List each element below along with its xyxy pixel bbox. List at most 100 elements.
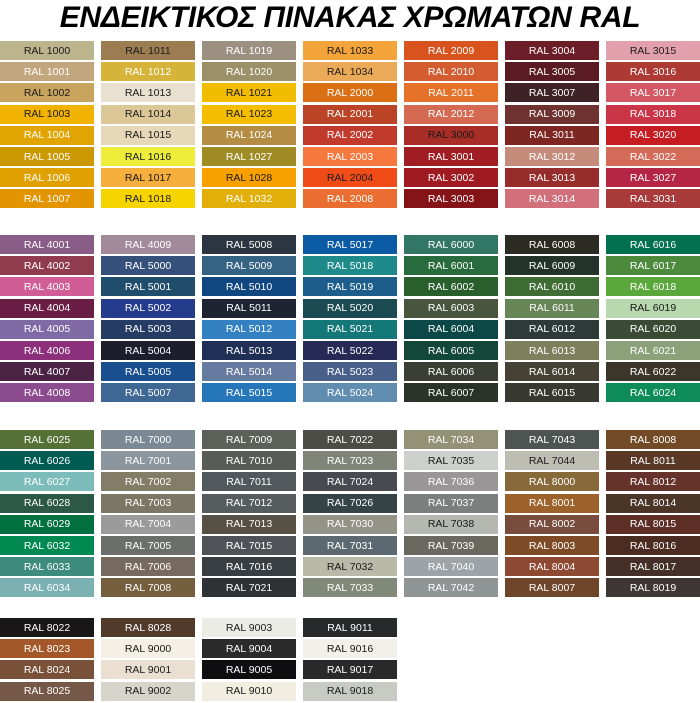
- swatch-ral-4001: RAL 4001: [0, 235, 94, 254]
- swatch-ral-6019: RAL 6019: [606, 298, 700, 318]
- swatch-ral-6009: RAL 6009: [505, 256, 599, 276]
- swatch-ral-6004: RAL 6004: [404, 319, 498, 339]
- swatch-ral-9011: RAL 9011: [303, 618, 397, 637]
- swatch-ral-6001: RAL 6001: [404, 256, 498, 276]
- swatch-ral-5018: RAL 5018: [303, 256, 397, 276]
- swatch-ral-7001: RAL 7001: [101, 451, 195, 471]
- swatch-ral-7002: RAL 7002: [101, 472, 195, 492]
- swatch-ral-3018: RAL 3018: [606, 104, 700, 124]
- swatch-ral-3016: RAL 3016: [606, 62, 700, 82]
- swatch-ral-5007: RAL 5007: [101, 383, 195, 403]
- swatch-ral-4009: RAL 4009: [101, 235, 195, 254]
- swatch-ral-3013: RAL 3013: [505, 168, 599, 188]
- swatch-ral-8025: RAL 8025: [0, 681, 94, 701]
- swatch-ral-5005: RAL 5005: [101, 362, 195, 382]
- swatch-ral-5015: RAL 5015: [202, 383, 296, 403]
- swatch-ral-3012: RAL 3012: [505, 147, 599, 166]
- swatch-ral-5000: RAL 5000: [101, 256, 195, 276]
- swatch-ral-7003: RAL 7003: [101, 493, 195, 513]
- swatch-ral-7009: RAL 7009: [202, 430, 296, 449]
- swatch-ral-3020: RAL 3020: [606, 125, 700, 145]
- swatch-ral-5008: RAL 5008: [202, 235, 296, 254]
- swatch-ral-5009: RAL 5009: [202, 256, 296, 276]
- swatch-ral-6007: RAL 6007: [404, 383, 498, 403]
- swatch-ral-8014: RAL 8014: [606, 493, 700, 513]
- swatch-ral-5004: RAL 5004: [101, 341, 195, 360]
- swatch-ral-2001: RAL 2001: [303, 104, 397, 124]
- swatch-ral-7023: RAL 7023: [303, 451, 397, 471]
- swatch-ral-3007: RAL 3007: [505, 83, 599, 103]
- swatch-ral-7036: RAL 7036: [404, 472, 498, 492]
- swatch-ral-8008: RAL 8008: [606, 430, 700, 449]
- swatch-ral-8022: RAL 8022: [0, 618, 94, 637]
- swatch-ral-4004: RAL 4004: [0, 298, 94, 318]
- swatch-ral-7043: RAL 7043: [505, 430, 599, 449]
- swatch-ral-6018: RAL 6018: [606, 277, 700, 297]
- swatch-ral-6028: RAL 6028: [0, 493, 94, 513]
- swatch-ral-7006: RAL 7006: [101, 557, 195, 577]
- swatch-ral-6026: RAL 6026: [0, 451, 94, 471]
- swatch-ral-2004: RAL 2004: [303, 168, 397, 188]
- swatch-ral-5019: RAL 5019: [303, 277, 397, 297]
- swatch-ral-9001: RAL 9001: [101, 660, 195, 680]
- swatch-ral-6024: RAL 6024: [606, 383, 700, 403]
- swatch-ral-7024: RAL 7024: [303, 472, 397, 492]
- swatch-ral-1012: RAL 1012: [101, 62, 195, 82]
- swatch-ral-6025: RAL 6025: [0, 430, 94, 449]
- swatch-ral-6012: RAL 6012: [505, 319, 599, 339]
- swatch-ral-9005: RAL 9005: [202, 660, 296, 680]
- swatch-ral-5020: RAL 5020: [303, 298, 397, 318]
- swatch-ral-1005: RAL 1005: [0, 147, 94, 166]
- swatch-ral-1033: RAL 1033: [303, 41, 397, 60]
- swatch-ral-6005: RAL 6005: [404, 341, 498, 360]
- swatch-ral-1001: RAL 1001: [0, 62, 94, 82]
- swatch-ral-1027: RAL 1027: [202, 147, 296, 166]
- swatch-ral-1032: RAL 1032: [202, 189, 296, 209]
- swatch-ral-8015: RAL 8015: [606, 514, 700, 534]
- swatch-ral-7033: RAL 7033: [303, 578, 397, 598]
- swatch-ral-7035: RAL 7035: [404, 451, 498, 471]
- swatch-ral-6015: RAL 6015: [505, 383, 599, 403]
- swatch-ral-2009: RAL 2009: [404, 41, 498, 60]
- swatch-ral-1000: RAL 1000: [0, 41, 94, 60]
- swatch-ral-5001: RAL 5001: [101, 277, 195, 297]
- swatch-ral-3009: RAL 3009: [505, 104, 599, 124]
- swatch-ral-2002: RAL 2002: [303, 125, 397, 145]
- swatch-ral-8011: RAL 8011: [606, 451, 700, 471]
- swatch-ral-7040: RAL 7040: [404, 557, 498, 577]
- swatch-ral-8028: RAL 8028: [101, 618, 195, 637]
- swatch-ral-5023: RAL 5023: [303, 362, 397, 382]
- swatch-ral-4006: RAL 4006: [0, 341, 94, 360]
- swatch-ral-7000: RAL 7000: [101, 430, 195, 449]
- swatch-ral-6002: RAL 6002: [404, 277, 498, 297]
- swatch-ral-7042: RAL 7042: [404, 578, 498, 598]
- swatch-ral-1006: RAL 1006: [0, 168, 94, 188]
- swatch-ral-8002: RAL 8002: [505, 514, 599, 534]
- swatch-ral-4005: RAL 4005: [0, 319, 94, 339]
- swatch-ral-1015: RAL 1015: [101, 125, 195, 145]
- swatch-ral-1020: RAL 1020: [202, 62, 296, 82]
- swatch-ral-7034: RAL 7034: [404, 430, 498, 449]
- swatch-ral-5003: RAL 5003: [101, 319, 195, 339]
- swatch-ral-7015: RAL 7015: [202, 536, 296, 555]
- swatch-ral-3015: RAL 3015: [606, 41, 700, 60]
- swatch-ral-7010: RAL 7010: [202, 451, 296, 471]
- swatch-ral-7030: RAL 7030: [303, 514, 397, 534]
- swatch-ral-1013: RAL 1013: [101, 83, 195, 103]
- swatch-ral-8001: RAL 8001: [505, 493, 599, 513]
- swatch-ral-6011: RAL 6011: [505, 298, 599, 318]
- swatch-ral-4007: RAL 4007: [0, 362, 94, 382]
- swatch-ral-4008: RAL 4008: [0, 383, 94, 403]
- swatch-ral-6034: RAL 6034: [0, 578, 94, 598]
- swatch-ral-6013: RAL 6013: [505, 341, 599, 360]
- swatch-ral-6003: RAL 6003: [404, 298, 498, 318]
- swatch-ral-7004: RAL 7004: [101, 514, 195, 534]
- swatch-ral-7013: RAL 7013: [202, 514, 296, 534]
- swatch-ral-3014: RAL 3014: [505, 189, 599, 209]
- swatch-ral-7016: RAL 7016: [202, 557, 296, 577]
- swatch-group-2: RAL 4001 RAL 4002 RAL 4003 RAL 4004 RAL 4005…: [0, 235, 700, 405]
- swatch-ral-5002: RAL 5002: [101, 298, 195, 318]
- swatch-ral-5017: RAL 5017: [303, 235, 397, 254]
- swatch-ral-3002: RAL 3002: [404, 168, 498, 188]
- swatch-ral-6032: RAL 6032: [0, 536, 94, 555]
